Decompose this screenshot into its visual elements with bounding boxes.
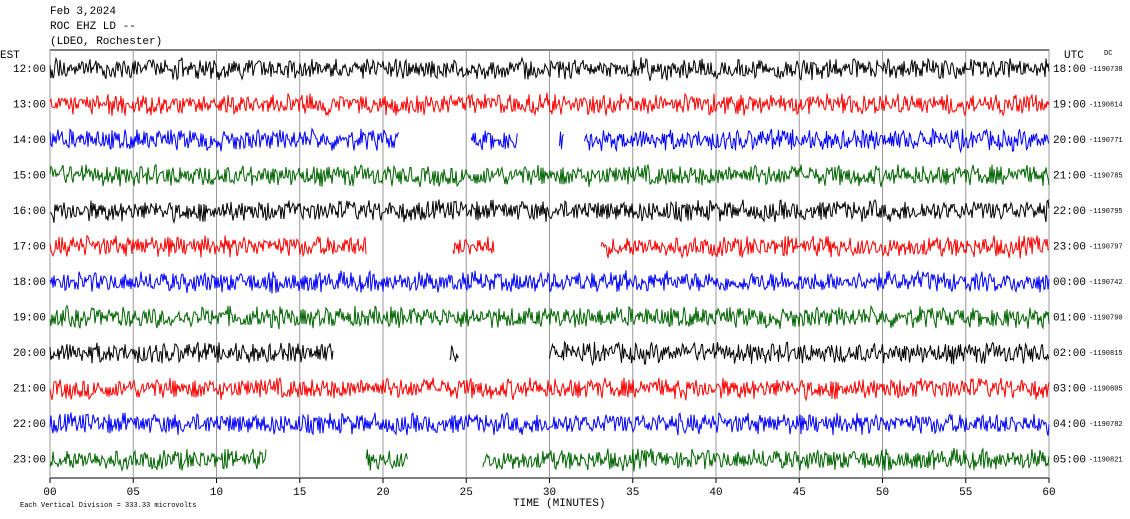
row-dc-label: -1190814 bbox=[1089, 101, 1123, 109]
row-utc-label: 19:00 bbox=[1053, 99, 1086, 111]
row-utc-label: 01:00 bbox=[1053, 312, 1086, 324]
row-local-label: 23:00 bbox=[13, 454, 46, 466]
row-local-label: 20:00 bbox=[13, 348, 46, 360]
x-tick-label: 45 bbox=[793, 487, 806, 499]
trace-segment bbox=[49, 234, 367, 258]
title: Feb 3,2024 bbox=[50, 6, 116, 18]
row-dc-label: -1190790 bbox=[1089, 314, 1123, 322]
row-dc-label: -1190738 bbox=[1089, 66, 1123, 74]
trace-segment bbox=[49, 304, 1050, 330]
trace-segment bbox=[449, 345, 459, 362]
row-dc-label: -1190815 bbox=[1089, 350, 1123, 358]
row-utc-label: 05:00 bbox=[1053, 454, 1086, 466]
trace-segment bbox=[452, 236, 495, 255]
x-tick-label: 55 bbox=[959, 487, 972, 499]
right-axis-label: UTC bbox=[1064, 50, 1084, 62]
row-local-label: 15:00 bbox=[13, 170, 46, 182]
x-tick-label: 00 bbox=[43, 487, 56, 499]
trace-segment bbox=[600, 235, 1049, 260]
row-utc-label: 22:00 bbox=[1053, 206, 1086, 218]
subtitle: ROC EHZ LD -- bbox=[50, 21, 136, 33]
scale-note: Each Vertical Division = 333.33 microvol… bbox=[20, 502, 196, 510]
row-utc-label: 21:00 bbox=[1053, 170, 1086, 182]
row-local-label: 22:00 bbox=[13, 419, 46, 431]
row-local-label: 16:00 bbox=[13, 206, 46, 218]
trace-segment bbox=[49, 56, 1050, 81]
row-local-label: 18:00 bbox=[13, 277, 46, 289]
row-local-label: 19:00 bbox=[13, 312, 46, 324]
trace-segment bbox=[49, 269, 1050, 294]
trace-segment bbox=[549, 340, 1049, 367]
trace-segment bbox=[49, 127, 400, 152]
row-dc-label: -1190795 bbox=[1089, 208, 1123, 216]
row-local-label: 21:00 bbox=[13, 383, 46, 395]
row-local-label: 14:00 bbox=[13, 135, 46, 147]
row-dc-label: -1190782 bbox=[1089, 421, 1123, 429]
x-tick-label: 35 bbox=[626, 487, 639, 499]
row-local-label: 13:00 bbox=[13, 99, 46, 111]
x-tick-label: 15 bbox=[293, 487, 306, 499]
x-tick-label: 30 bbox=[543, 487, 556, 499]
x-tick-label: 20 bbox=[376, 487, 389, 499]
x-tick-label: 40 bbox=[709, 487, 722, 499]
row-dc-label: -1190771 bbox=[1089, 137, 1123, 145]
row-dc-label: -1190805 bbox=[1089, 385, 1123, 393]
trace-segment bbox=[365, 449, 408, 471]
left-axis-label: EST bbox=[0, 50, 20, 62]
x-axis-label: TIME (MINUTES) bbox=[513, 498, 605, 510]
row-utc-label: 04:00 bbox=[1053, 419, 1086, 431]
trace-segment bbox=[49, 92, 1050, 118]
station: (LDEO, Rochester) bbox=[50, 36, 162, 48]
trace-segment bbox=[559, 131, 564, 150]
x-tick-label: 25 bbox=[460, 487, 473, 499]
trace-segment bbox=[49, 341, 334, 364]
x-tick-label: 10 bbox=[210, 487, 223, 499]
trace-segment bbox=[482, 447, 1050, 472]
x-tick-label: 60 bbox=[1042, 487, 1055, 499]
trace-segment bbox=[584, 127, 1049, 154]
trace-segment bbox=[49, 376, 1050, 402]
x-tick-label: 05 bbox=[127, 487, 140, 499]
row-local-label: 17:00 bbox=[13, 241, 46, 253]
row-utc-label: 02:00 bbox=[1053, 348, 1086, 360]
trace-segment bbox=[49, 448, 267, 473]
row-local-label: 12:00 bbox=[13, 64, 46, 76]
row-dc-label: -1190742 bbox=[1089, 279, 1123, 287]
row-dc-label: -1190821 bbox=[1089, 456, 1123, 464]
trace-segment bbox=[470, 130, 518, 151]
trace-segment bbox=[49, 163, 1050, 188]
trace-segment bbox=[49, 198, 1050, 225]
row-dc-label: -1190797 bbox=[1089, 243, 1123, 251]
row-utc-label: 20:00 bbox=[1053, 135, 1086, 147]
x-tick-label: 50 bbox=[876, 487, 889, 499]
row-utc-label: 03:00 bbox=[1053, 383, 1086, 395]
row-utc-label: 23:00 bbox=[1053, 241, 1086, 253]
trace-segment bbox=[49, 411, 1050, 436]
row-utc-label: 18:00 bbox=[1053, 64, 1086, 76]
row-dc-label: -1190785 bbox=[1089, 172, 1123, 180]
dc-label: DC bbox=[1104, 50, 1112, 58]
row-utc-label: 00:00 bbox=[1053, 277, 1086, 289]
